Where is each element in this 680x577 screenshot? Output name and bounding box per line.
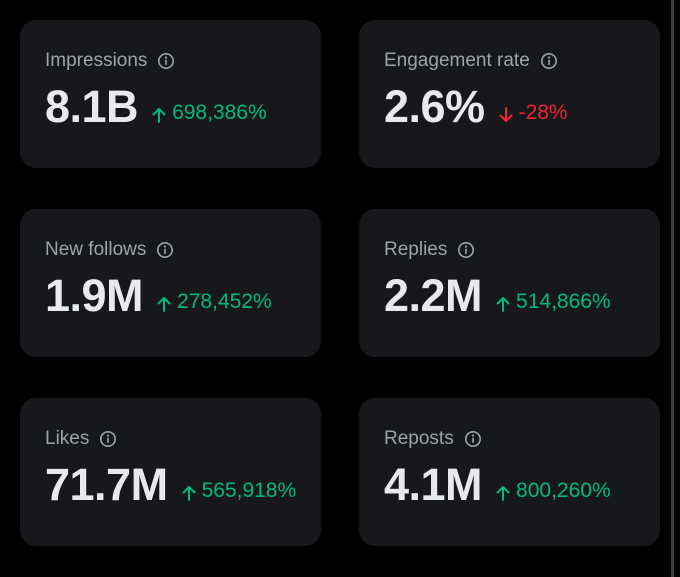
metric-value: 2.2M [384,270,483,321]
metric-value: 1.9M [45,270,144,321]
metric-card-engagement-rate: Engagement rate 2.6% -28% [359,20,660,168]
info-icon[interactable] [156,241,174,259]
info-icon[interactable] [457,241,475,259]
metric-value-row: 2.6% -28% [384,82,568,132]
arrow-up-icon [150,106,168,124]
metric-label-row: Likes [45,428,117,450]
metric-value-row: 8.1B 698,386% [45,82,267,132]
metric-label-row: Replies [384,239,475,261]
metric-label: Engagement rate [384,50,530,71]
metric-change-value: 698,386% [172,101,267,124]
metric-change-value: 514,866% [516,290,611,313]
metric-change-value: 800,260% [516,479,611,502]
metric-label-row: Reposts [384,428,482,450]
metric-change: 514,866% [494,290,611,314]
info-icon[interactable] [464,430,482,448]
arrow-up-icon [155,295,173,313]
arrow-up-icon [494,484,512,502]
metric-change-value: 278,452% [177,290,272,313]
metric-label: Replies [384,239,448,260]
metric-value-row: 4.1M 800,260% [384,460,611,510]
metric-value: 2.6% [384,81,485,132]
info-icon[interactable] [99,430,117,448]
metric-card-replies: Replies 2.2M 514,866% [359,209,660,357]
arrow-up-icon [180,484,198,502]
metric-label: Impressions [45,50,148,71]
metric-label-row: Engagement rate [384,50,558,72]
metric-label: Reposts [384,428,454,449]
metric-card-new-follows: New follows 1.9M 278,452% [20,209,321,357]
metric-value: 71.7M [45,459,168,510]
metric-change: 278,452% [155,290,272,314]
metric-change-value: -28% [518,101,568,124]
metric-value-row: 2.2M 514,866% [384,271,611,321]
metric-label-row: Impressions [45,50,175,72]
metric-value: 4.1M [384,459,483,510]
metric-label-row: New follows [45,239,174,261]
metric-value-row: 71.7M 565,918% [45,460,296,510]
metric-change-value: 565,918% [201,479,297,502]
scrollbar[interactable] [671,0,674,577]
info-icon[interactable] [540,52,558,70]
arrow-up-icon [494,295,512,313]
metric-change: 698,386% [150,101,267,125]
info-icon[interactable] [157,52,175,70]
metric-label: Likes [45,428,90,449]
metric-label: New follows [45,239,147,260]
metric-change: 565,918% [180,479,297,503]
metric-change: -28% [497,101,568,125]
metric-value-row: 1.9M 278,452% [45,271,272,321]
metric-change: 800,260% [494,479,611,503]
metric-card-likes: Likes 71.7M 565,918% [20,398,321,546]
metric-value: 8.1B [45,81,139,132]
metric-card-reposts: Reposts 4.1M 800,260% [359,398,660,546]
metric-card-impressions: Impressions 8.1B 698,386% [20,20,321,168]
arrow-down-icon [497,106,515,124]
